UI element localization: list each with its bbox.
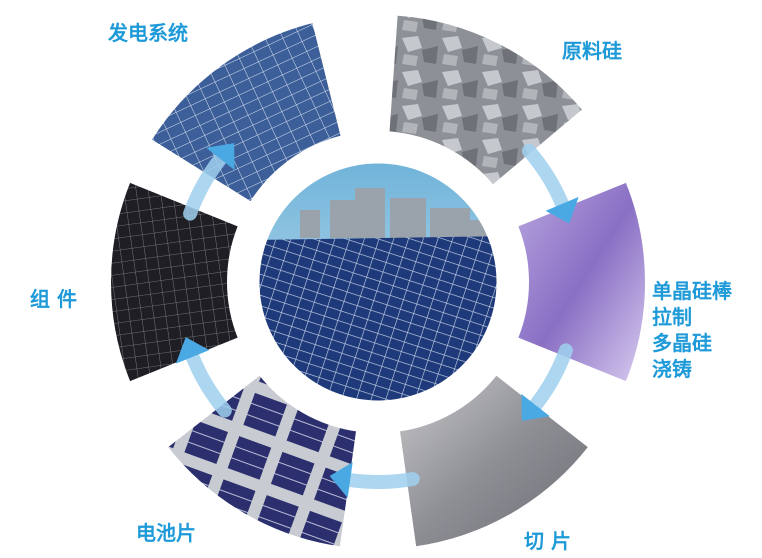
node-label: 发电系统 [107, 21, 188, 45]
flow-arrow [528, 343, 573, 413]
flow-arrow [183, 151, 228, 221]
center-photo [258, 162, 498, 402]
center-border [256, 160, 500, 404]
process-photo [165, 372, 359, 549]
process-photo [387, 13, 585, 187]
flow-arrow [521, 143, 570, 211]
process-photo [109, 180, 241, 384]
node-label: 组 件 [30, 287, 77, 311]
process-photo [515, 180, 647, 384]
node-label: 拉制 [652, 305, 692, 329]
solar-field [258, 236, 498, 402]
node-label: 电池片 [136, 521, 196, 545]
node-label: 单晶硅棒 [652, 279, 733, 303]
flow-arrow [343, 471, 420, 489]
process-photo [149, 20, 343, 204]
node-label: 浇铸 [652, 357, 692, 381]
buildings [300, 188, 498, 238]
flow-arrow [185, 349, 232, 418]
process-photo [397, 372, 591, 549]
arrow-head [329, 462, 353, 498]
arrow-head [521, 394, 550, 421]
flow-arrows [175, 143, 579, 498]
arrow-head [175, 337, 210, 364]
node-label: 原料硅 [562, 39, 622, 63]
arrow-head [545, 196, 579, 224]
node-label: 切 片 [524, 529, 571, 553]
node-label: 多晶硅 [652, 331, 712, 355]
process-ring [109, 13, 647, 549]
arrow-head [206, 143, 235, 170]
